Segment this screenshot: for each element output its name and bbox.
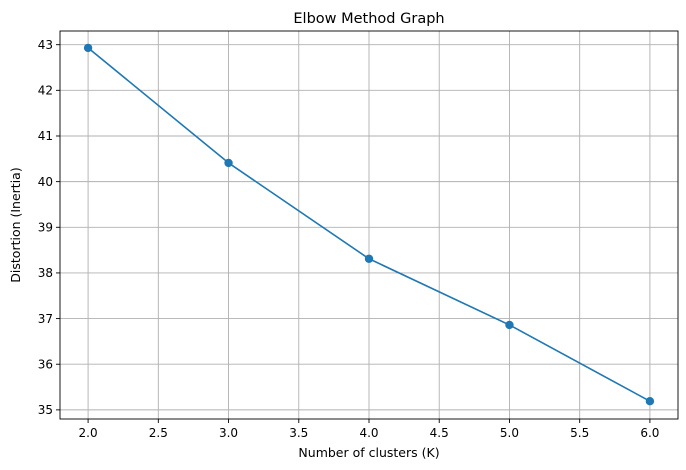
y-tick-label: 40: [38, 175, 53, 189]
x-tick-label: 3.0: [219, 426, 238, 440]
x-tick-label: 4.5: [430, 426, 449, 440]
x-tick-label: 2.0: [79, 426, 98, 440]
y-axis-label: Distortion (Inertia): [8, 167, 23, 282]
x-tick-label: 4.0: [359, 426, 378, 440]
data-point: [364, 254, 374, 263]
data-point: [224, 158, 233, 168]
chart-title: Elbow Method Graph: [293, 11, 444, 27]
x-axis-label: Number of clusters (K): [298, 445, 439, 460]
y-tick-label: 37: [38, 312, 53, 326]
y-tick-label: 41: [38, 129, 53, 143]
data-point: [645, 396, 655, 406]
x-tick-label: 2.5: [149, 426, 168, 440]
x-tick-label: 6.0: [640, 426, 659, 440]
x-tick-label: 5.5: [570, 426, 589, 440]
y-tick-label: 39: [38, 220, 53, 234]
axis-ticks: 2.0 2.5 3.0 3.5 4.0 4.5 5.0 5.5 6.0 35 36 37 38 39 40 4…: [38, 38, 660, 440]
data-point: [83, 43, 93, 53]
y-tick-label: 38: [38, 266, 53, 280]
y-tick-label: 35: [38, 403, 53, 417]
x-tick-label: 5.0: [500, 426, 519, 440]
y-tick-label: 36: [38, 357, 53, 371]
data-points: [83, 43, 655, 406]
y-tick-label: 42: [38, 84, 53, 98]
grid-lines: [60, 31, 678, 419]
data-point: [505, 320, 514, 330]
x-tick-label: 3.5: [289, 426, 308, 440]
y-tick-label: 43: [38, 38, 53, 52]
